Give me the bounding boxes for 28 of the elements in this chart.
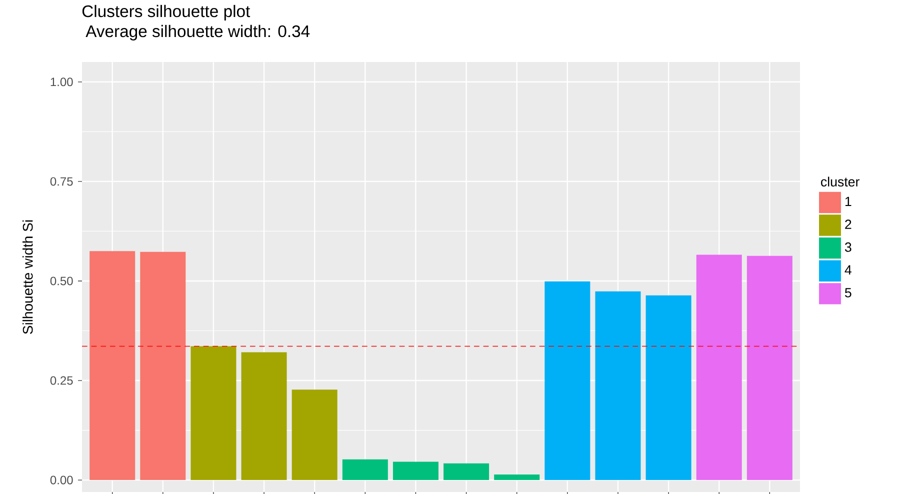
bar (190, 346, 236, 480)
bar (746, 256, 792, 480)
bar (696, 254, 742, 480)
legend-title: cluster (821, 176, 860, 187)
y-tick-label: 1.00 (50, 78, 73, 86)
bar (292, 390, 338, 480)
bar (392, 462, 438, 480)
y-tick-label: 0.50 (50, 276, 73, 286)
bar (241, 352, 287, 480)
y-tick-label: 0.25 (50, 376, 73, 385)
legend-label: 5 (844, 288, 852, 298)
chart-subtitle: Average silhouette width: 0.34 (86, 24, 310, 40)
y-tick-label: 0.75 (50, 177, 73, 186)
legend-label: 3 (844, 242, 852, 252)
bar (494, 474, 540, 480)
chart-title: Clusters silhouette plot (82, 4, 250, 20)
legend-label: 1 (845, 196, 852, 206)
bar (646, 295, 692, 480)
bar (342, 459, 388, 480)
bar (595, 291, 641, 480)
bar (90, 251, 136, 480)
bar (444, 463, 490, 480)
legend-label: 4 (844, 265, 852, 274)
legend-label: 2 (845, 220, 852, 229)
bar (140, 252, 186, 480)
y-axis-title: Silhouette width Si (22, 220, 33, 334)
y-tick-label: 0.00 (50, 476, 73, 484)
bar (544, 281, 590, 480)
